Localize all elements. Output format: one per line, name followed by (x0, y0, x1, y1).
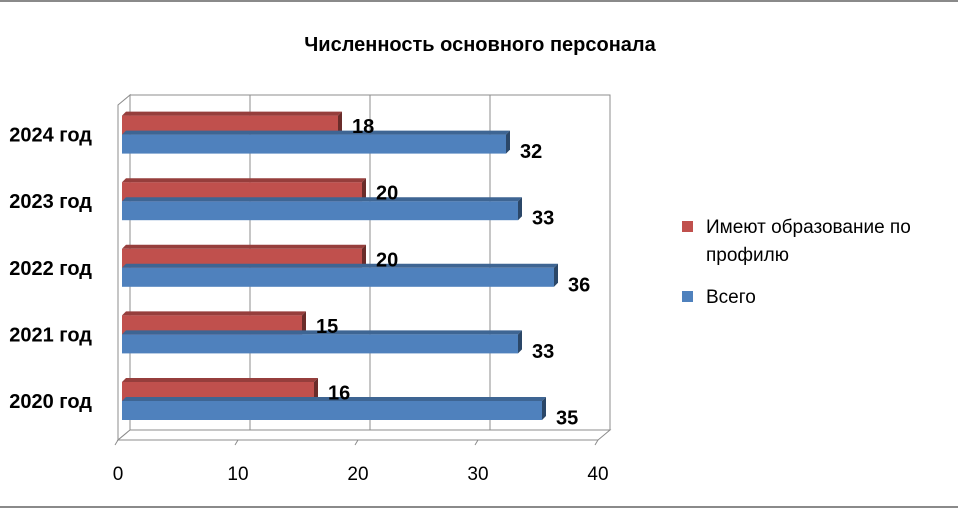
data-label-total-2021-год: 33 (532, 341, 554, 363)
bar-total-2022-год-top (122, 263, 558, 268)
x-tick-4 (594, 439, 599, 446)
bar-total-2021-год-top (122, 330, 522, 335)
bar-total-2023-год-front (122, 201, 518, 221)
bar-profile-2020-год-side (314, 378, 318, 401)
x-tick-label-0: 0 (113, 464, 124, 485)
bar-profile-2022-год-front (122, 248, 362, 268)
data-label-total-2020-год: 35 (556, 408, 578, 430)
legend-label-total: Всего (706, 287, 756, 308)
chart-title: Численность основного персонала (304, 34, 656, 56)
bar-profile-2023-год (122, 178, 366, 202)
bar-total-2024-год (122, 130, 510, 154)
legend-swatch-profile (682, 221, 693, 232)
bar-total-2023-год-side (518, 197, 522, 221)
x-tick-3 (474, 439, 479, 446)
bar-total-2020-год-top (122, 397, 546, 401)
x-tick-0 (114, 439, 119, 446)
bar-total-2020-год-side (542, 397, 546, 420)
plot-axis: 0 10 20 30 40 (113, 439, 609, 485)
bar-total-2020-год-front (122, 401, 542, 420)
category-label-2020-год: 2020 год (9, 391, 92, 413)
bar-profile-2020-год-top (122, 378, 318, 382)
plot-floor (116, 429, 612, 441)
legend-item-total: Всего (682, 284, 960, 312)
data-label-total-2023-год: 33 (532, 208, 554, 230)
legend-swatch-total (682, 291, 693, 302)
data-label-total-2024-год: 32 (520, 141, 542, 163)
bar-total-2021-год-front (122, 334, 518, 354)
bar-profile-2024-год-front (122, 115, 338, 135)
data-label-profile-2024-год: 18 (352, 116, 374, 138)
bar-profile-2023-год-top (122, 178, 366, 183)
bar-total-2022-год-front (122, 267, 554, 287)
bar-profile-2023-год-side (362, 178, 366, 202)
data-label-profile-2023-год: 20 (376, 183, 398, 205)
bar-total-2022-год-side (554, 263, 558, 287)
x-tick-2 (354, 439, 359, 446)
plot-bars (122, 111, 558, 420)
bar-profile-2022-год (122, 244, 366, 268)
legend-item-profile: Имеют образование по профилю (682, 214, 960, 270)
data-label-profile-2022-год: 20 (376, 249, 398, 271)
bar-profile-2024-год (122, 111, 342, 135)
bar-total-2024-год-side (506, 130, 510, 154)
category-label-2023-год: 2023 год (9, 191, 92, 213)
bar-profile-2024-год-side (338, 111, 342, 135)
bar-profile-2021-год-side (302, 311, 306, 335)
bar-profile-2021-год (122, 311, 306, 335)
bar-profile-2020-год-front (122, 382, 314, 401)
plot-labels: 16 35 2020 год 15 33 2021 год 20 36 2022 год 20 33… (9, 116, 590, 429)
x-tick-label-1: 10 (227, 464, 248, 485)
data-label-profile-2020-год: 16 (328, 383, 350, 405)
bar-profile-2021-год-front (122, 315, 302, 335)
bar-total-2023-год-top (122, 197, 522, 202)
category-label-2021-год: 2021 год (9, 324, 92, 346)
bar-total-2021-год-side (518, 330, 522, 354)
legend-label-profile: Имеют образование по профилю (706, 217, 911, 266)
bar-profile-2022-год-side (362, 244, 366, 268)
bar-profile-2023-год-front (122, 182, 362, 202)
data-label-total-2022-год: 36 (568, 274, 590, 296)
data-label-profile-2021-год: 15 (316, 316, 338, 338)
bar-profile-2022-год-top (122, 244, 366, 249)
bar-total-2022-год (122, 263, 558, 287)
bar-profile-2020-год (122, 378, 318, 401)
category-label-2024-год: 2024 год (9, 125, 92, 147)
bar-profile-2021-год-top (122, 311, 306, 316)
category-label-2022-год: 2022 год (9, 258, 92, 280)
x-tick-1 (234, 439, 239, 446)
legend: Имеют образование по профилю Всего (682, 214, 960, 326)
bar-total-2020-год (122, 397, 546, 420)
bar-total-2021-год (122, 330, 522, 354)
x-tick-label-3: 30 (467, 464, 488, 485)
bar-total-2024-год-top (122, 130, 510, 135)
bar-profile-2024-год-top (122, 111, 342, 116)
x-tick-label-2: 20 (347, 464, 368, 485)
x-tick-label-4: 40 (587, 464, 608, 485)
bar-total-2023-год (122, 197, 522, 221)
bar-total-2024-год-front (122, 134, 506, 154)
